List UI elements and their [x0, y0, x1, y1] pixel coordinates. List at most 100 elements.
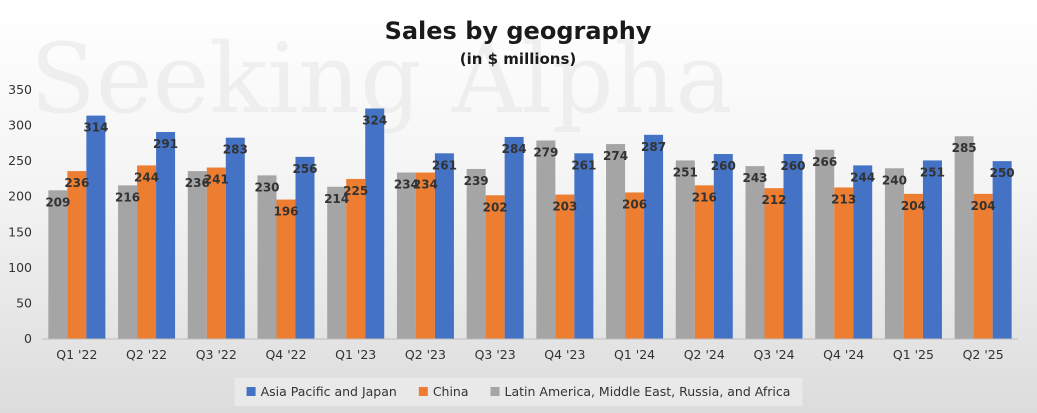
x-tick-label: Q2 '24: [684, 347, 725, 362]
bar: [415, 172, 435, 339]
y-tick-label: 100: [8, 260, 32, 275]
bar: [644, 134, 664, 339]
data-label: 244: [134, 170, 159, 184]
data-label: 279: [533, 146, 558, 160]
legend-box: [234, 378, 803, 406]
bar: [973, 193, 993, 339]
bar: [206, 167, 226, 339]
bar: [536, 140, 556, 339]
y-tick-label: 200: [8, 189, 32, 204]
x-tick-label: Q4 '22: [265, 347, 306, 362]
y-tick-label: 50: [16, 295, 32, 310]
x-tick-label: Q1 '22: [56, 347, 97, 362]
data-label: 213: [831, 192, 856, 206]
y-axis: 0 50 100 150 200 250 300 350: [8, 82, 32, 346]
bar: [396, 172, 416, 339]
bar: [257, 175, 277, 339]
legend-item: Asia Pacific and Japan: [261, 384, 397, 399]
y-tick-label: 300: [8, 118, 32, 133]
data-label: 196: [273, 205, 298, 219]
y-tick-label: 0: [24, 331, 32, 346]
data-label: 204: [971, 199, 996, 213]
x-tick-label: Q3 '22: [196, 347, 237, 362]
bar: [225, 137, 245, 339]
bar: [884, 168, 904, 339]
data-label: 241: [204, 173, 229, 187]
data-label: 243: [742, 171, 767, 185]
bar: [434, 153, 454, 339]
data-label: 251: [673, 165, 698, 179]
data-label: 244: [850, 170, 875, 184]
bar: [86, 115, 106, 340]
x-tick-label: Q1 '23: [335, 347, 376, 362]
data-label: 314: [83, 121, 108, 135]
x-tick-label: Q3 '23: [475, 347, 516, 362]
data-label: 291: [153, 137, 178, 151]
data-label: 202: [483, 200, 508, 214]
y-tick-label: 250: [8, 153, 32, 168]
bar: [992, 161, 1012, 339]
data-labels: 2092363142162442912362412832301962562142…: [45, 113, 1014, 218]
bar: [853, 165, 873, 339]
bar: [764, 188, 784, 339]
data-label: 204: [901, 199, 926, 213]
x-tick-label: Q3 '24: [753, 347, 794, 362]
bar: [365, 108, 385, 339]
data-label: 234: [413, 178, 438, 192]
bar: [834, 187, 854, 339]
x-tick-label: Q2 '22: [126, 347, 167, 362]
y-tick-label: 350: [8, 82, 32, 97]
bar: [276, 199, 296, 339]
x-tick-label: Q2 '23: [405, 347, 446, 362]
data-label: 250: [990, 166, 1015, 180]
legend-item: China: [433, 384, 469, 399]
legend: Asia Pacific and Japan China Latin America…: [234, 378, 803, 406]
bar: [745, 166, 765, 339]
x-axis: Q1 '22 Q2 '22 Q3 '22 Q4 '22 Q1 '23 Q2 '23 Q3 '…: [56, 347, 1003, 362]
data-label: 283: [223, 143, 248, 157]
data-label: 266: [812, 155, 837, 169]
x-tick-label: Q2 '25: [963, 347, 1004, 362]
data-label: 216: [692, 190, 717, 204]
legend-swatch: [418, 387, 428, 396]
data-label: 251: [920, 165, 945, 179]
data-label: 206: [622, 197, 647, 211]
bar: [485, 195, 505, 339]
bar: [67, 171, 87, 339]
legend-swatch: [246, 387, 256, 396]
x-tick-label: Q1 '24: [614, 347, 655, 362]
data-label: 214: [324, 192, 349, 206]
data-label: 236: [64, 176, 89, 190]
chart-title: Sales by geography: [385, 17, 652, 45]
data-label: 209: [45, 195, 70, 209]
data-label: 287: [641, 140, 666, 154]
legend-swatch: [490, 387, 500, 396]
data-label: 256: [292, 162, 317, 176]
bar: [625, 192, 645, 339]
bar: [327, 186, 347, 339]
data-label: 239: [464, 174, 489, 188]
x-tick-label: Q4 '23: [544, 347, 585, 362]
bar: [466, 168, 486, 339]
bar: [694, 185, 714, 339]
x-tick-label: Q1 '25: [893, 347, 934, 362]
bar: [555, 194, 575, 339]
data-label: 230: [254, 180, 279, 194]
bars: [48, 108, 1012, 340]
data-label: 212: [761, 193, 786, 207]
bar: [118, 185, 138, 339]
bar: [954, 136, 974, 339]
data-label: 234: [394, 178, 419, 192]
bar: [346, 178, 366, 339]
bar: [137, 165, 157, 339]
data-label: 225: [343, 184, 368, 198]
x-tick-label: Q4 '24: [823, 347, 864, 362]
data-label: 274: [603, 149, 628, 163]
bar: [606, 144, 626, 339]
bar: [815, 149, 835, 339]
data-label: 285: [952, 141, 977, 155]
bar: [903, 193, 923, 339]
y-tick-label: 150: [8, 224, 32, 239]
legend-item: Latin America, Middle East, Russia, and …: [505, 384, 791, 399]
